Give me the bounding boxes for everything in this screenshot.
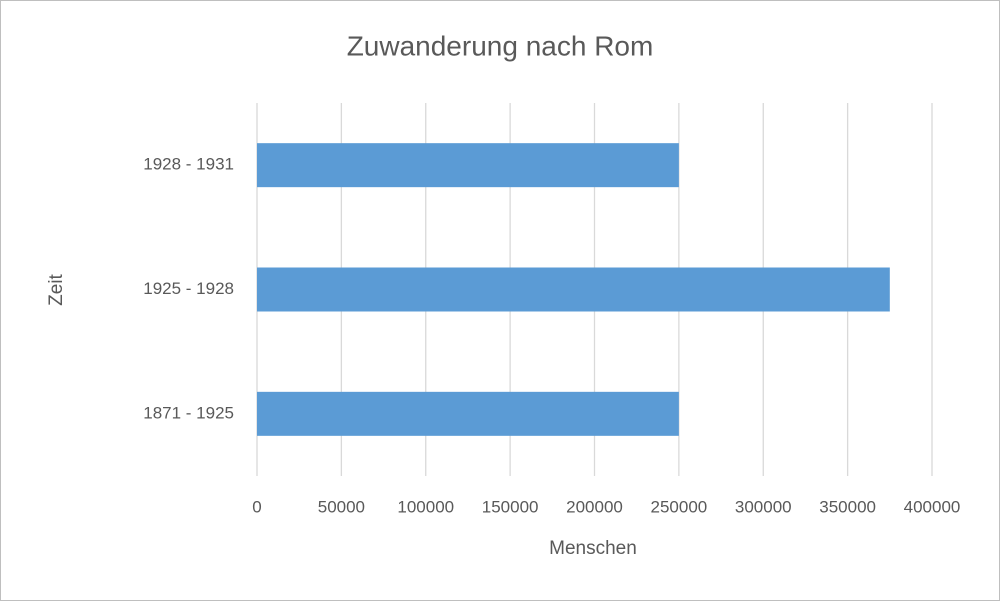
- x-tick-label: 50000: [318, 497, 365, 516]
- bar: [257, 391, 679, 436]
- x-tick-label: 300000: [735, 497, 792, 516]
- y-axis-label: Zeit: [46, 273, 67, 305]
- x-tick-label: 100000: [397, 497, 454, 516]
- x-tick-label: 0: [252, 497, 261, 516]
- y-tick-label: 1925 - 1928: [143, 279, 234, 298]
- chart-title: Zuwanderung nach Rom: [347, 30, 654, 61]
- x-tick-label: 250000: [651, 497, 708, 516]
- x-tick-label: 150000: [482, 497, 539, 516]
- bar: [257, 267, 890, 312]
- x-tick-label: 350000: [819, 497, 876, 516]
- x-tick-label: 200000: [566, 497, 623, 516]
- x-axis-label: Menschen: [549, 538, 637, 559]
- y-tick-label: 1871 - 1925: [143, 403, 234, 422]
- bar: [257, 143, 679, 188]
- x-tick-label: 400000: [904, 497, 961, 516]
- y-tick-label: 1928 - 1931: [143, 155, 234, 174]
